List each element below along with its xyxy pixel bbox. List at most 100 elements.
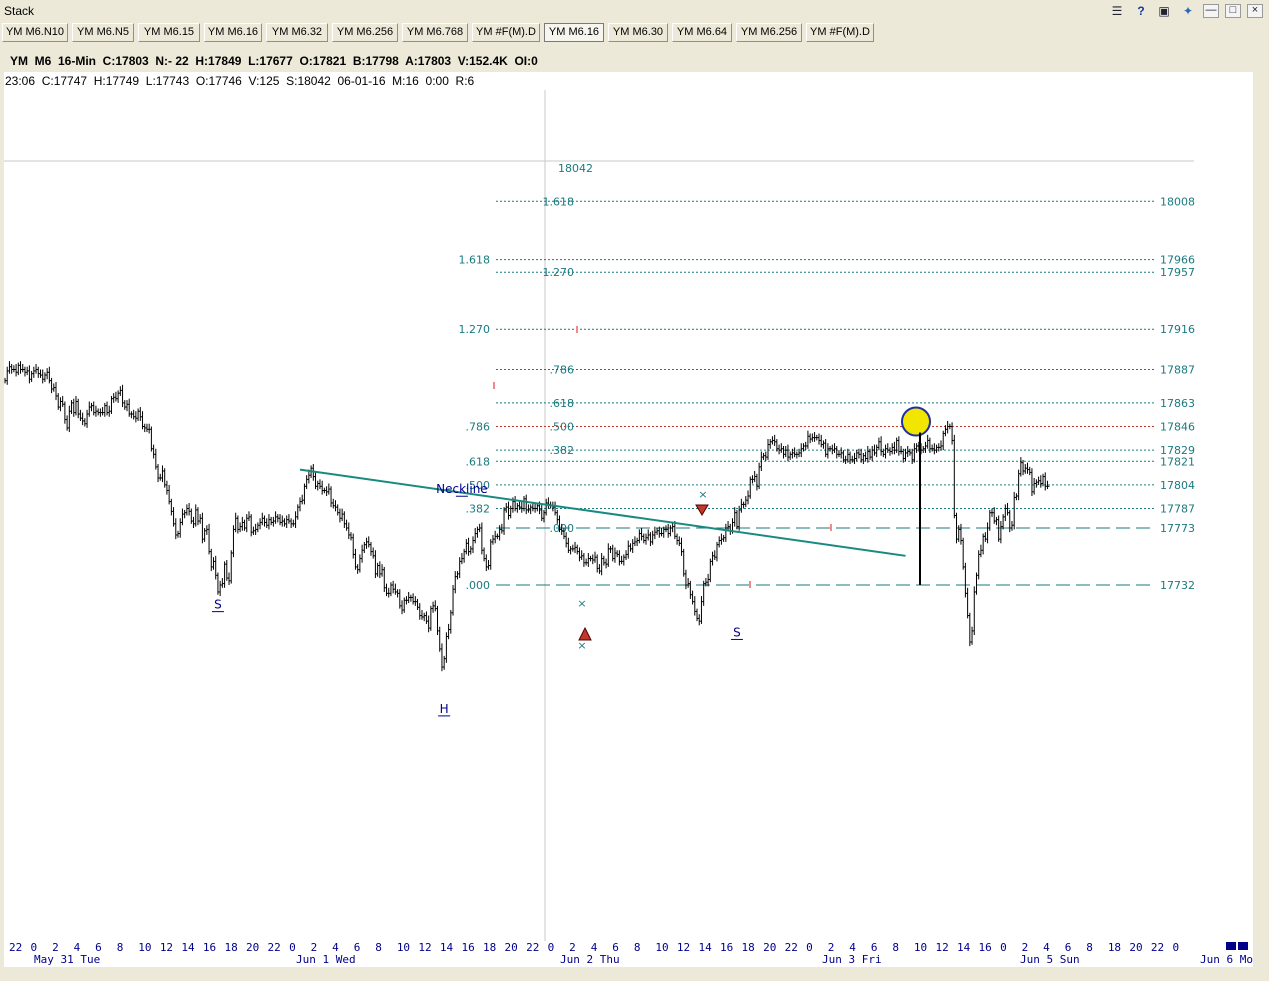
date-label: Jun 5 Sun bbox=[1020, 953, 1080, 966]
x-tick-label: 22 bbox=[9, 941, 22, 954]
date-label: Jun 1 Wed bbox=[296, 953, 356, 966]
cross-marker: × bbox=[577, 597, 586, 610]
fib-right-label: .500 bbox=[550, 421, 575, 434]
chart-area[interactable]: 18042 18008 17966 17957 17916 17887 17863 17846… bbox=[4, 72, 1253, 941]
price-level-label: 18008 bbox=[1160, 195, 1195, 208]
fib-left-label: .618 bbox=[466, 455, 491, 468]
x-tick-label: 14 bbox=[957, 941, 971, 954]
x-tick-label: 6 bbox=[1065, 941, 1072, 954]
x-tick-label: 20 bbox=[246, 941, 259, 954]
x-tick-label: 2 bbox=[52, 941, 59, 954]
tab-ym-f-m-d-2[interactable]: YM #F(M).D bbox=[806, 23, 874, 42]
price-level-label: 17773 bbox=[1160, 522, 1195, 535]
x-tick-label: 4 bbox=[1043, 941, 1050, 954]
satellite-icon[interactable]: ✦ bbox=[1182, 4, 1194, 18]
fib-left-label: .382 bbox=[466, 503, 491, 516]
tab-ym-m6-15[interactable]: YM M6.15 bbox=[138, 23, 200, 42]
fib-left-label: 1.618 bbox=[459, 254, 491, 267]
sell-signal-icon bbox=[695, 504, 709, 516]
x-tick-label: 0 bbox=[806, 941, 813, 954]
axis-block bbox=[1226, 942, 1236, 950]
x-tick-label: 22 bbox=[268, 941, 281, 954]
x-tick-label: 10 bbox=[914, 941, 927, 954]
x-tick-label: 22 bbox=[526, 941, 539, 954]
tick-marker bbox=[576, 326, 578, 333]
date-label: Jun 6 Mon bbox=[1200, 953, 1253, 966]
x-tick-label: 16 bbox=[461, 941, 474, 954]
fib-right-label: .618 bbox=[550, 397, 575, 410]
price-level-label: 17957 bbox=[1160, 266, 1195, 279]
list-icon[interactable]: ☰ bbox=[1111, 4, 1123, 18]
price-level-label: 17829 bbox=[1160, 444, 1195, 457]
cross-marker: × bbox=[577, 639, 586, 652]
x-tick-label: 8 bbox=[375, 941, 382, 954]
fib-left-label: 1.270 bbox=[459, 323, 491, 336]
price-level-label: 17732 bbox=[1160, 579, 1195, 592]
x-tick-label: 0 bbox=[289, 941, 296, 954]
buy-signal-icon bbox=[578, 626, 592, 641]
tab-ym-m6-16[interactable]: YM M6.16 bbox=[204, 23, 262, 42]
tab-ym-m6-256-2[interactable]: YM M6.256 bbox=[736, 23, 802, 42]
x-tick-label: 14 bbox=[698, 941, 712, 954]
help-icon[interactable]: ? bbox=[1137, 4, 1145, 18]
x-tick-label: 0 bbox=[1172, 941, 1179, 954]
tick-marker bbox=[749, 581, 751, 588]
price-level-label: 17804 bbox=[1160, 479, 1195, 492]
x-tick-label: 18 bbox=[224, 941, 237, 954]
fib-left-label: .500 bbox=[466, 479, 491, 492]
pattern-label: S bbox=[214, 598, 222, 612]
x-tick-label: 14 bbox=[181, 941, 195, 954]
pattern-label: H bbox=[440, 702, 449, 716]
x-tick-label: 16 bbox=[979, 941, 992, 954]
x-tick-label: 6 bbox=[95, 941, 102, 954]
x-tick-label: 8 bbox=[634, 941, 641, 954]
x-tick-label: 4 bbox=[849, 941, 856, 954]
x-tick-label: 18 bbox=[1108, 941, 1121, 954]
fib-left-label: .000 bbox=[466, 579, 491, 592]
x-tick-label: 22 bbox=[1151, 941, 1164, 954]
x-tick-label: 18 bbox=[742, 941, 755, 954]
tab-ym-m6-n5[interactable]: YM M6.N5 bbox=[72, 23, 134, 42]
tab-ym-f-m-d[interactable]: YM #F(M).D bbox=[472, 23, 540, 42]
fib-left-label: .786 bbox=[466, 421, 491, 434]
pattern-label: S bbox=[733, 625, 741, 639]
x-tick-label: 6 bbox=[871, 941, 878, 954]
x-tick-label: 22 bbox=[785, 941, 798, 954]
minimize-icon[interactable]: — bbox=[1203, 4, 1219, 18]
x-tick-label: 10 bbox=[655, 941, 668, 954]
price-level-label: 17846 bbox=[1160, 421, 1195, 434]
tab-ym-m6-768[interactable]: YM M6.768 bbox=[402, 23, 468, 42]
window-title: Stack bbox=[4, 4, 35, 18]
x-tick-label: 16 bbox=[203, 941, 216, 954]
axis-block bbox=[1238, 942, 1248, 950]
price-level-label: 17787 bbox=[1160, 503, 1195, 516]
x-tick-label: 12 bbox=[935, 941, 948, 954]
x-tick-label: 20 bbox=[1129, 941, 1142, 954]
x-tick-label: 4 bbox=[74, 941, 81, 954]
x-tick-label: 4 bbox=[332, 941, 339, 954]
tab-ym-m6-32[interactable]: YM M6.32 bbox=[266, 23, 328, 42]
cross-marker: × bbox=[698, 488, 707, 501]
maximize-icon[interactable]: □ bbox=[1225, 4, 1241, 18]
fib-right-label: 1.618 bbox=[543, 195, 575, 208]
date-label: May 31 Tue bbox=[34, 953, 100, 966]
tab-ym-m6-30[interactable]: YM M6.30 bbox=[608, 23, 668, 42]
price-level-label: 17916 bbox=[1160, 323, 1195, 336]
title-bar: Stack ☰ ? ▣ ✦ — □ × bbox=[0, 0, 1269, 22]
camera-icon[interactable]: ▣ bbox=[1158, 4, 1170, 18]
x-tick-label: 0 bbox=[31, 941, 38, 954]
tab-ym-m6-16-active[interactable]: YM M6.16 bbox=[544, 23, 604, 42]
x-tick-label: 8 bbox=[1086, 941, 1093, 954]
tab-ym-m6-256[interactable]: YM M6.256 bbox=[332, 23, 398, 42]
tab-ym-m6-64[interactable]: YM M6.64 bbox=[672, 23, 732, 42]
close-icon[interactable]: × bbox=[1247, 4, 1263, 18]
fib-right-label: .786 bbox=[550, 364, 575, 377]
x-tick-label: 12 bbox=[418, 941, 431, 954]
tab-ym-m6-n10[interactable]: YM M6.N10 bbox=[2, 23, 68, 42]
x-tick-label: 2 bbox=[828, 941, 835, 954]
x-tick-label: 20 bbox=[505, 941, 518, 954]
x-tick-label: 12 bbox=[160, 941, 173, 954]
x-tick-label: 14 bbox=[440, 941, 454, 954]
x-tick-label: 10 bbox=[138, 941, 151, 954]
